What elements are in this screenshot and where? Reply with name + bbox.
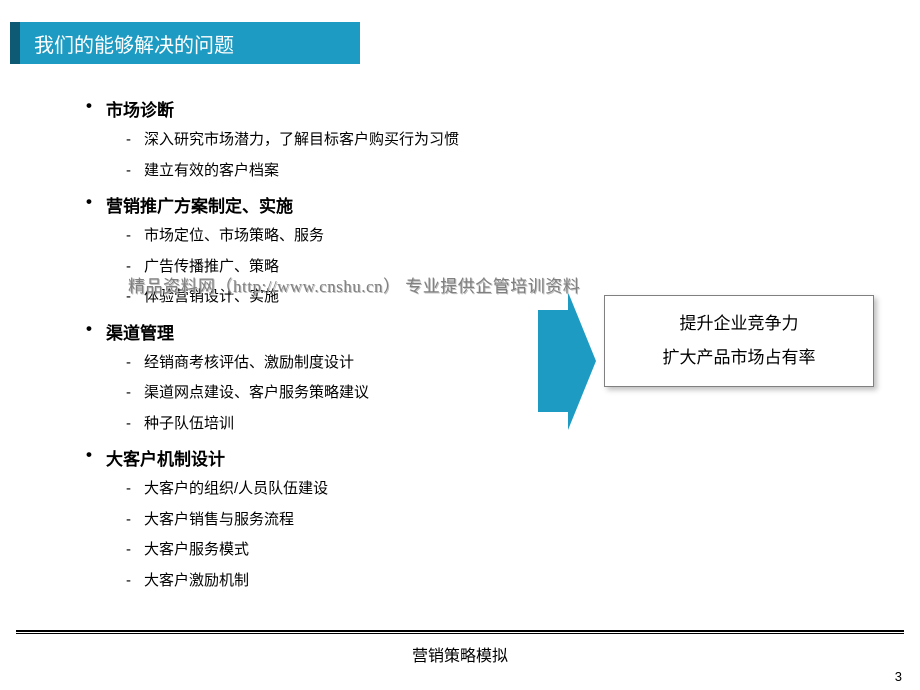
section-3: 渠道管理 经销商考核评估、激励制度设计 渠道网点建设、客户服务策略建议 种子队伍… — [76, 319, 576, 436]
list-item: 种子队伍培训 — [76, 413, 576, 436]
content-area: 市场诊断 深入研究市场潜力，了解目标客户购买行为习惯 建立有效的客户档案 营销推… — [76, 96, 576, 602]
list-item: 市场定位、市场策略、服务 — [76, 225, 576, 248]
result-box: 提升企业竞争力 扩大产品市场占有率 — [604, 295, 874, 387]
list-item: 大客户激励机制 — [76, 570, 576, 593]
list-item: 渠道网点建设、客户服务策略建议 — [76, 382, 576, 405]
section-title: 渠道管理 — [76, 319, 576, 344]
list-item: 经销商考核评估、激励制度设计 — [76, 352, 576, 375]
page-number: 3 — [895, 669, 902, 684]
watermark-text: 精品资料网（http://www.cnshu.cn） 专业提供企管培训资料 — [128, 272, 580, 297]
arrow-icon — [538, 292, 596, 430]
list-item: 大客户服务模式 — [76, 539, 576, 562]
section-title: 市场诊断 — [76, 96, 576, 121]
title-accent-bar — [10, 22, 20, 64]
result-line-2: 扩大产品市场占有率 — [663, 341, 816, 375]
list-item: 深入研究市场潜力，了解目标客户购买行为习惯 — [76, 129, 576, 152]
section-title: 大客户机制设计 — [76, 445, 576, 470]
list-item: 建立有效的客户档案 — [76, 160, 576, 183]
footer-text: 营销策略模拟 — [0, 642, 920, 666]
section-1: 市场诊断 深入研究市场潜力，了解目标客户购买行为习惯 建立有效的客户档案 — [76, 96, 576, 182]
list-item: 大客户的组织/人员队伍建设 — [76, 478, 576, 501]
section-4: 大客户机制设计 大客户的组织/人员队伍建设 大客户销售与服务流程 大客户服务模式… — [76, 445, 576, 592]
list-item: 大客户销售与服务流程 — [76, 509, 576, 532]
section-title: 营销推广方案制定、实施 — [76, 192, 576, 217]
footer-divider — [16, 630, 904, 634]
slide-title: 我们的能够解决的问题 — [34, 29, 234, 58]
title-bar: 我们的能够解决的问题 — [20, 22, 360, 64]
result-line-1: 提升企业竞争力 — [680, 307, 799, 341]
